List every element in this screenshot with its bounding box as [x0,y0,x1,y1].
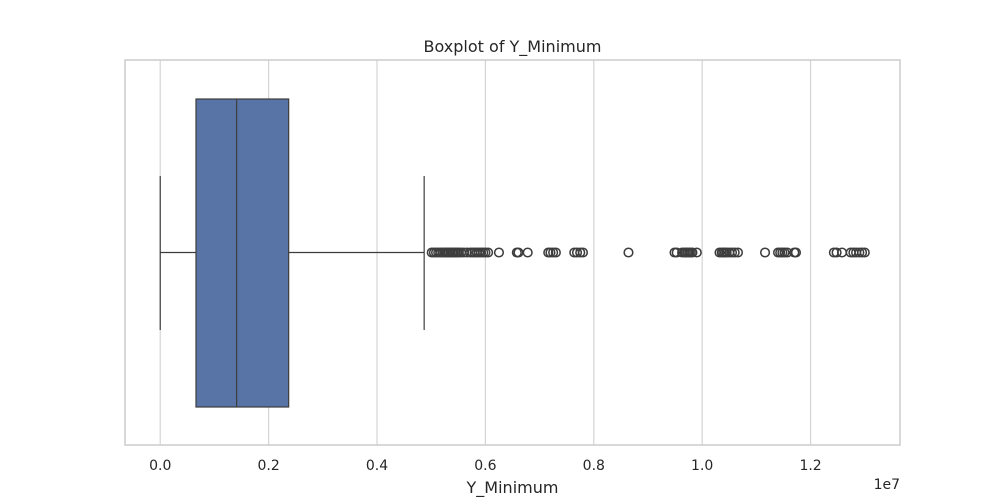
x-tick-label-0: 0.0 [149,458,171,474]
outlier-point-18 [461,247,473,258]
axis-offset-label: 1e7 [874,477,900,493]
chart-title: Boxplot of Y_Minimum [424,37,602,57]
outlier-point-39 [577,247,589,258]
outlier-point-33 [545,247,556,258]
x-tick-label-4: 0.8 [583,458,605,474]
outlier-points [426,247,870,258]
plot-frame [124,59,901,446]
outlier-point-69 [831,247,842,258]
outlier-point-27 [483,247,494,258]
x-tick-label-2: 0.4 [366,458,388,474]
outlier-point-28 [493,247,505,258]
outlier-point-70 [836,247,848,258]
outlier-point-64 [779,247,790,258]
outlier-point-49 [687,247,698,258]
outlier-point-67 [790,247,801,258]
outlier-point-76 [859,247,870,258]
boxplot [159,98,425,408]
x-tick-label-6: 1.2 [799,458,821,474]
x-tick-labels: 0.0 0.2 0.4 0.6 0.8 1.0 1.2 [149,458,822,474]
outlier-point-50 [691,247,702,258]
outlier-point-59 [732,247,744,258]
outlier-point-31 [522,247,533,258]
outlier-point-57 [726,247,738,258]
x-tick-label-1: 0.2 [257,458,279,474]
outlier-point-38 [575,247,586,258]
outlier-point-74 [854,247,865,258]
x-tick-label-3: 0.6 [474,458,496,474]
outlier-point-60 [760,247,771,258]
outlier-point-40 [623,247,634,258]
outlier-point-26 [480,247,491,258]
outlier-point-35 [550,247,561,258]
outlier-point-58 [729,247,740,258]
x-tick-label-5: 1.0 [691,458,713,474]
iqr-box [195,98,290,408]
outlier-point-75 [857,247,868,258]
outlier-point-34 [548,247,559,258]
outlier-point-37 [571,247,583,258]
x-axis-label: Y_Minimum [466,478,559,498]
